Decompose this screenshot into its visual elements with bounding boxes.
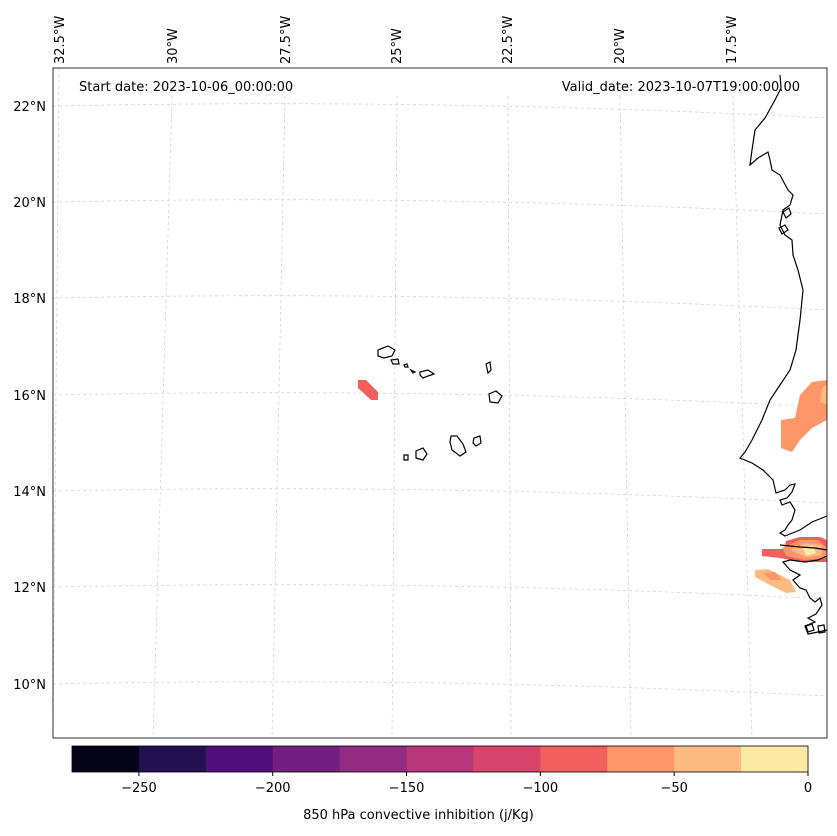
- colorbar-ticks: −250 −200 −150 −100 −50 0: [121, 772, 812, 796]
- colorbar-tick-label: −200: [255, 781, 291, 796]
- cin-contours: [358, 380, 827, 593]
- cin-patch-guinea-bissau-b: [763, 572, 782, 580]
- colorbar-label: 850 hPa convective inhibition (j/Kg): [303, 808, 534, 823]
- island-sao-nicolau-b: [419, 369, 436, 379]
- africa-coast: [739, 74, 828, 537]
- lat-label: 22°N: [13, 100, 46, 115]
- bijagos-a: [805, 623, 815, 633]
- coastlines: [739, 74, 828, 635]
- lat-label: 14°N: [13, 485, 46, 500]
- colorbar-cell: [72, 746, 140, 772]
- longitude-labels: 32.5°W 30°W 27.5°W 25°W 22.5°W 20°W 17.5…: [53, 16, 740, 64]
- start-date-label: Start date: 2023-10-06_00:00:00: [79, 80, 293, 95]
- arguin-island: [778, 224, 789, 235]
- island-santiago: [449, 435, 467, 457]
- lat-label: 18°N: [13, 292, 46, 307]
- meridian-25w: [391, 95, 398, 739]
- island-sal: [485, 361, 492, 375]
- lat-label: 16°N: [13, 389, 46, 404]
- colorbar-cell: [406, 746, 474, 772]
- latitude-labels: 22°N 20°N 18°N 16°N 14°N 12°N 10°N: [13, 100, 46, 693]
- colorbar-cell: [272, 746, 341, 772]
- lon-label: 30°W: [166, 28, 181, 64]
- cin-patch-senegal-north-light: [820, 385, 827, 405]
- meridian-32-5w: [52, 67, 60, 739]
- cin-patch-cape-verde: [358, 380, 378, 400]
- lon-label: 22.5°W: [501, 16, 516, 64]
- bijagos-b: [817, 624, 826, 634]
- parallel-16n: [52, 392, 828, 408]
- colorbar-cell: [540, 746, 608, 772]
- dakar-island: [782, 207, 792, 219]
- colorbar-frame: [71, 745, 809, 773]
- parallel-10n: [52, 681, 828, 697]
- island-maio: [472, 435, 482, 447]
- meridian-30w: [152, 95, 173, 739]
- colorbar-cell: [741, 746, 809, 772]
- lon-label: 20°W: [613, 28, 628, 64]
- meridian-20w: [619, 95, 632, 739]
- meridian-17-5w: [732, 95, 753, 739]
- cape-verde-islands: [377, 345, 503, 461]
- colorbar-tick-label: −250: [121, 781, 157, 796]
- lon-label: 25°W: [390, 28, 405, 64]
- gambia-river: [779, 544, 828, 551]
- lon-label: 17.5°W: [725, 16, 740, 64]
- map-area: [52, 67, 828, 739]
- island-brava: [403, 454, 409, 461]
- parallel-22n: [52, 103, 828, 119]
- parallel-20n: [52, 199, 828, 215]
- colorbar-cell: [138, 746, 207, 772]
- colorbar-tick-label: −50: [660, 781, 687, 796]
- parallel-18n: [52, 295, 828, 311]
- colorbar-cell: [339, 746, 408, 772]
- colorbar-tick-label: 0: [804, 781, 812, 796]
- cin-patch-gambia-d: [803, 546, 816, 556]
- colorbar: −250 −200 −150 −100 −50 0: [71, 745, 812, 796]
- lat-label: 12°N: [13, 581, 46, 596]
- colorbar-tick-label: −100: [523, 781, 559, 796]
- gridlines: [52, 67, 828, 739]
- island-santa-luzia: [403, 363, 409, 368]
- colorbar-tick-label: −150: [389, 781, 425, 796]
- colorbar-cell: [607, 746, 675, 772]
- lat-label: 20°N: [13, 196, 46, 211]
- colorbar-cell: [473, 746, 541, 772]
- parallel-12n: [52, 584, 828, 600]
- lon-label: 27.5°W: [279, 16, 294, 64]
- africa-coast-south: [781, 555, 828, 635]
- colorbar-cell: [674, 746, 742, 772]
- island-boa-vista: [488, 390, 503, 404]
- meridian-22-5w: [507, 95, 512, 739]
- colorbar-cells: [72, 746, 809, 772]
- lat-label: 10°N: [13, 678, 46, 693]
- cin-patch-senegal-north: [781, 380, 827, 452]
- meridian-27-5w: [271, 95, 286, 739]
- island-fogo: [415, 447, 428, 461]
- parallel-14n: [52, 488, 828, 504]
- lon-label: 32.5°W: [53, 16, 68, 64]
- island-sao-nicolau: [409, 368, 417, 374]
- colorbar-cell: [205, 746, 274, 772]
- island-santo-antao: [377, 345, 396, 359]
- valid-date-label: Valid_date: 2023-10-07T19:00:00.00: [562, 80, 800, 95]
- island-sao-vicente: [390, 358, 400, 365]
- map-frame: [52, 67, 828, 739]
